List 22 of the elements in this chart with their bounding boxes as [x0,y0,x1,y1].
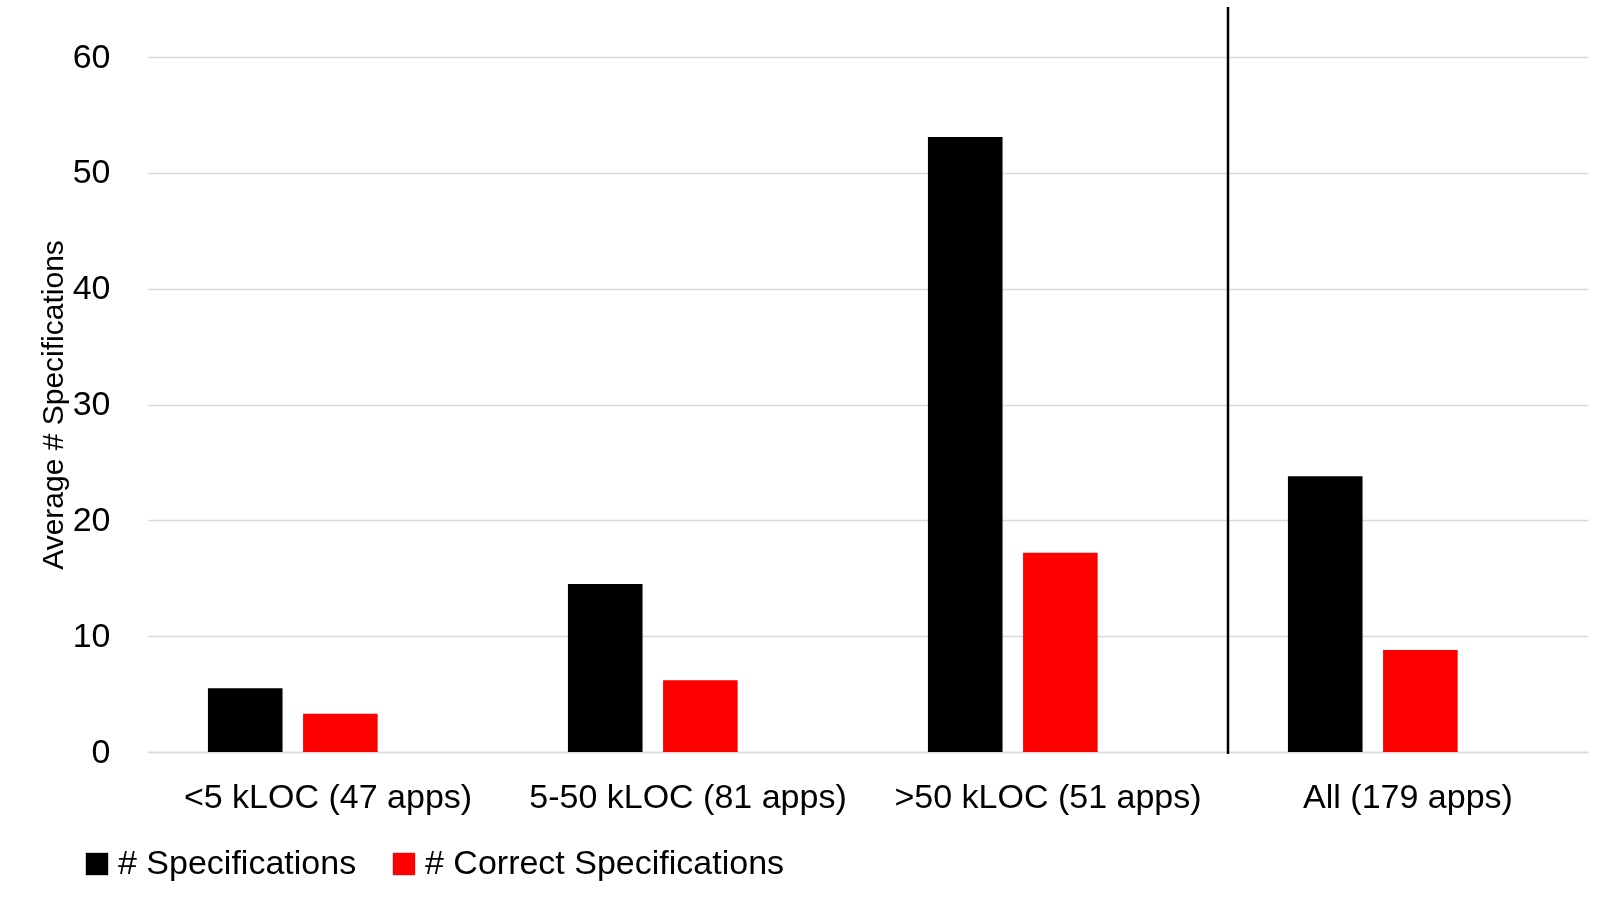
bar [567,584,643,752]
y-tick-label: 10 [72,615,111,654]
y-tick-label: 20 [72,499,111,538]
bar [927,136,1003,752]
y-axis-title: Average # Specifications [35,240,69,570]
bar [663,680,738,752]
x-tick-label: <5 kLOC (47 apps) [183,776,473,815]
y-tick-label: 60 [72,36,111,75]
bar [1023,552,1098,752]
bar [207,688,283,752]
y-tick-label: 0 [91,731,111,770]
y-tick-label: 30 [72,384,111,422]
y-tick-label: 40 [72,268,111,307]
bar [1383,650,1458,752]
bar [1287,476,1363,752]
x-tick-label: >50 kLOC (51 apps) [894,776,1202,815]
y-tick-label: 50 [72,152,111,191]
legend-label: # Correct Specifications [425,843,785,881]
bar [303,713,378,752]
x-tick-label: All (179 apps) [1303,776,1513,815]
legend-label: # Specifications [118,843,357,881]
x-tick-label: 5-50 kLOC (81 apps) [529,776,847,815]
